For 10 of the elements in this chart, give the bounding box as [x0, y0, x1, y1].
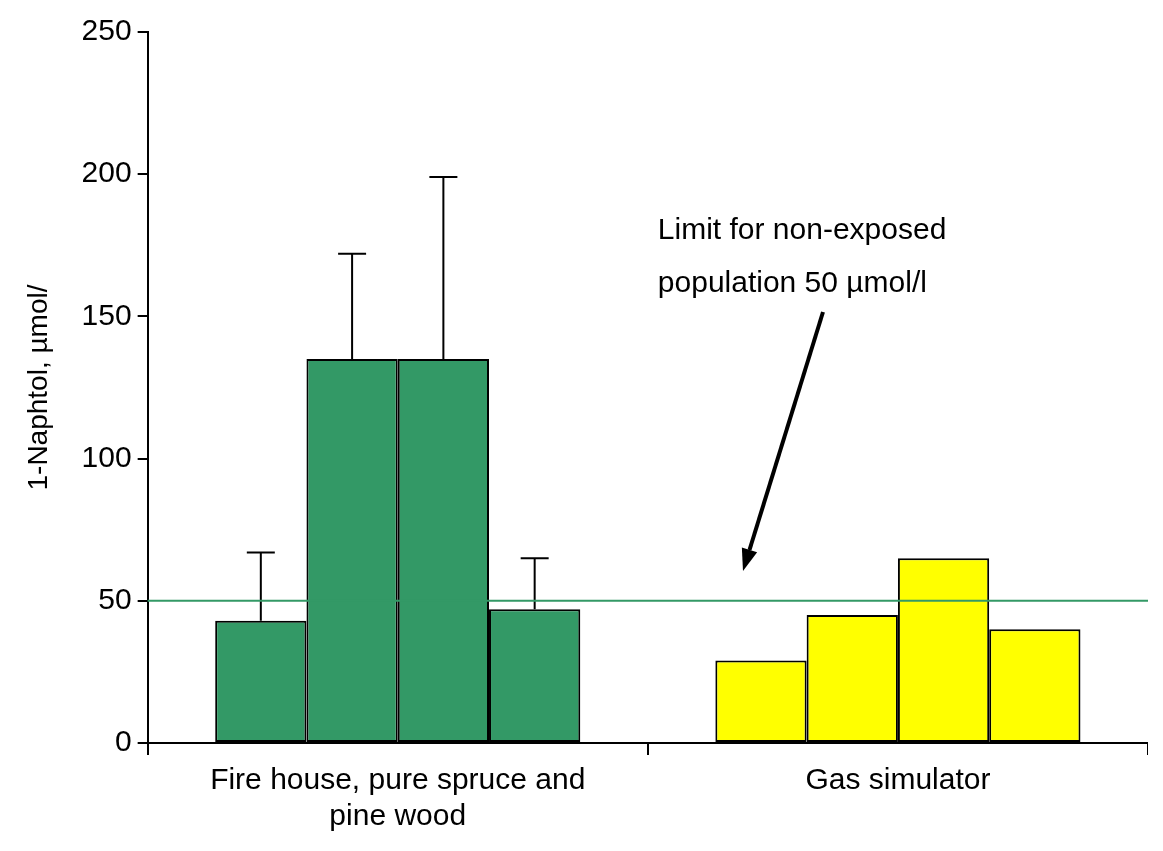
- annotation: Limit for non-exposed population 50 µmol/l: [657, 212, 947, 299]
- y-tick-label: 50: [98, 582, 132, 616]
- y-tick-label: 0: [114, 724, 132, 758]
- y-tick-label: 200: [81, 155, 132, 189]
- x-tick-label: Fire house, pure spruce and pine wood: [210, 762, 586, 832]
- y-tick-label: 250: [81, 13, 132, 47]
- x-tick-label: Gas simulator: [805, 762, 991, 796]
- y-axis-title: 1-Naphtol, µmol/: [21, 284, 53, 491]
- y-tick-label: 150: [81, 297, 132, 331]
- y-tick-label: 100: [81, 439, 132, 473]
